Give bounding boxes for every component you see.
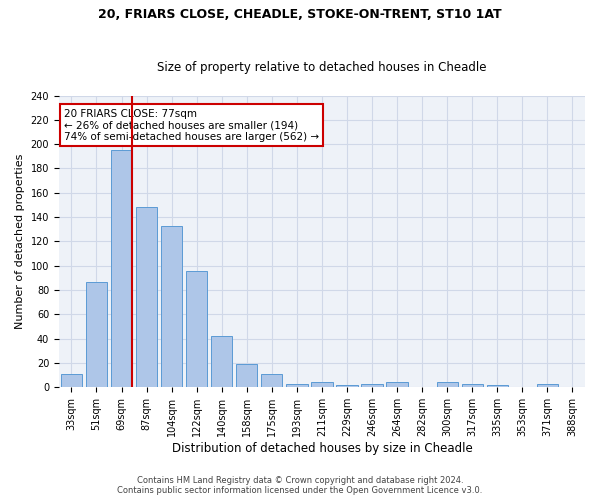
Bar bbox=[211, 336, 232, 388]
Bar bbox=[111, 150, 132, 388]
Y-axis label: Number of detached properties: Number of detached properties bbox=[15, 154, 25, 329]
Text: Contains HM Land Registry data © Crown copyright and database right 2024.
Contai: Contains HM Land Registry data © Crown c… bbox=[118, 476, 482, 495]
Bar bbox=[437, 382, 458, 388]
Text: 20, FRIARS CLOSE, CHEADLE, STOKE-ON-TRENT, ST10 1AT: 20, FRIARS CLOSE, CHEADLE, STOKE-ON-TREN… bbox=[98, 8, 502, 20]
Bar bbox=[361, 384, 383, 388]
Bar bbox=[261, 374, 283, 388]
X-axis label: Distribution of detached houses by size in Cheadle: Distribution of detached houses by size … bbox=[172, 442, 472, 455]
Bar bbox=[136, 208, 157, 388]
Bar bbox=[337, 385, 358, 388]
Bar bbox=[461, 384, 483, 388]
Bar bbox=[86, 282, 107, 388]
Bar bbox=[236, 364, 257, 388]
Bar bbox=[61, 374, 82, 388]
Bar bbox=[286, 384, 308, 388]
Text: 20 FRIARS CLOSE: 77sqm
← 26% of detached houses are smaller (194)
74% of semi-de: 20 FRIARS CLOSE: 77sqm ← 26% of detached… bbox=[64, 108, 319, 142]
Bar bbox=[386, 382, 408, 388]
Bar bbox=[311, 382, 332, 388]
Bar bbox=[161, 226, 182, 388]
Title: Size of property relative to detached houses in Cheadle: Size of property relative to detached ho… bbox=[157, 60, 487, 74]
Bar bbox=[487, 385, 508, 388]
Bar bbox=[186, 270, 208, 388]
Bar bbox=[537, 384, 558, 388]
